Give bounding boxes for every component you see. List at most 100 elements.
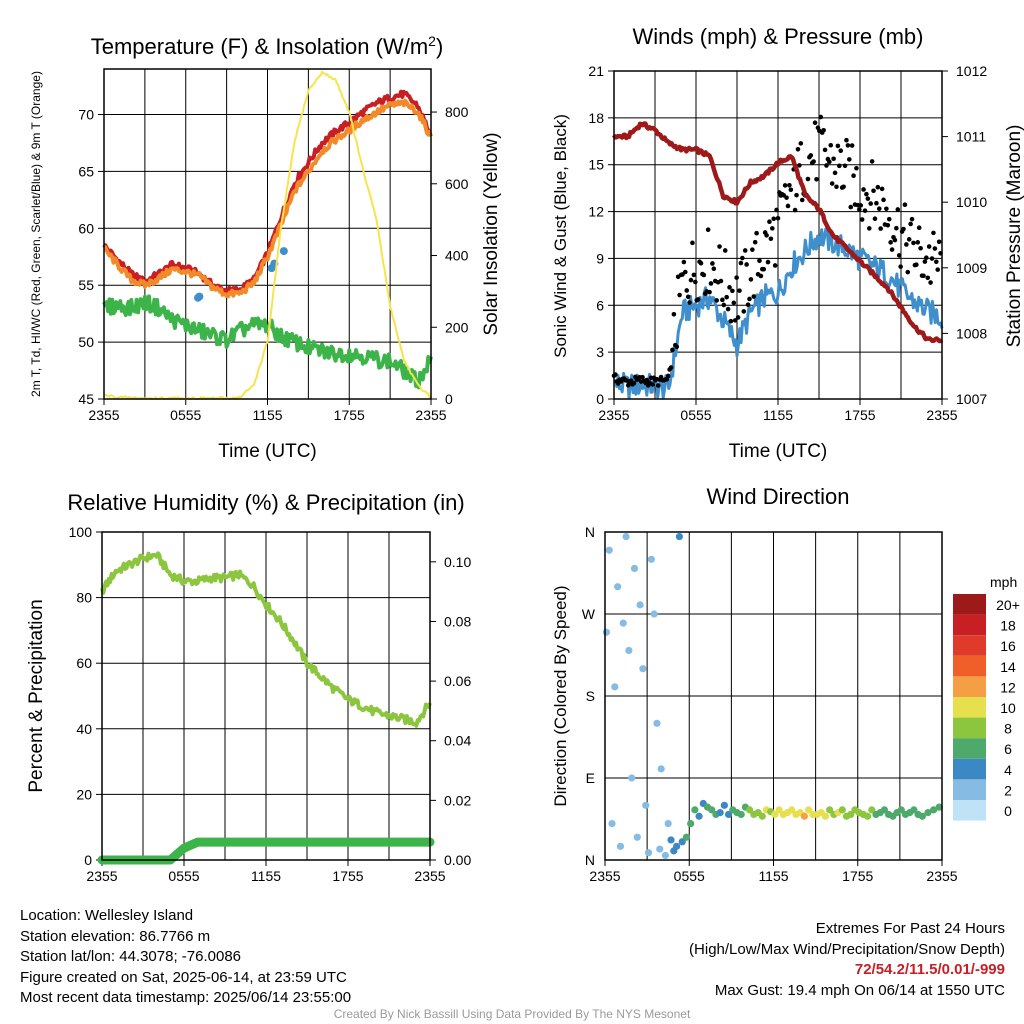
y-right-tick-label: 0.00 xyxy=(444,852,471,868)
extremes-fields: (High/Low/Max Wind/Precipitation/Snow De… xyxy=(689,940,1005,958)
direction-point xyxy=(614,583,622,591)
direction-tick-label: W xyxy=(582,606,596,622)
y-right-tick-label: 1011 xyxy=(956,129,986,145)
wind-gust-point xyxy=(774,207,779,213)
y-tick-label: 15 xyxy=(588,157,604,173)
wind-gust-point xyxy=(735,315,741,320)
legend-swatch xyxy=(953,758,986,780)
y-tick-label: 9 xyxy=(596,250,604,266)
wind-gust-point xyxy=(902,202,908,207)
wind-gust-point xyxy=(879,186,885,192)
legend-swatch xyxy=(953,635,986,656)
wind-gust-point xyxy=(764,233,769,238)
wind-gust-point xyxy=(728,318,734,324)
direction-point xyxy=(682,833,691,841)
direction-point xyxy=(838,806,846,814)
direction-point xyxy=(918,812,926,820)
wind-gust-point xyxy=(792,207,798,213)
direction-tick-label: N xyxy=(585,852,595,868)
direction-point xyxy=(863,812,872,820)
y-right-axis-label: Station Pressure (Maroon) xyxy=(1004,125,1024,348)
wind-gust-point xyxy=(869,159,875,164)
pressure-line xyxy=(612,121,944,344)
direction-tick-label: N xyxy=(585,524,595,540)
wind-gust-point xyxy=(889,247,895,252)
y-right-tick-label: 0.02 xyxy=(444,792,471,808)
direction-point xyxy=(675,532,684,541)
heat-index-point xyxy=(195,292,204,301)
wind-gust-point xyxy=(831,156,836,162)
credit-footer: Created By Nick Bassill Using Data Provi… xyxy=(333,1007,691,1021)
wind-gust-point xyxy=(884,206,889,212)
wind-gust-point xyxy=(785,203,791,209)
direction-point xyxy=(653,719,661,727)
wind-gust-point xyxy=(685,294,691,300)
wind-gust-point xyxy=(769,226,775,231)
wind-direction-title: Wind Direction xyxy=(706,484,849,509)
station-info: Location: Wellesley Island Station eleva… xyxy=(20,906,351,1009)
wind-gust-point xyxy=(888,240,893,245)
wind-gust-point xyxy=(805,176,811,182)
y-tick-label: 55 xyxy=(78,277,94,293)
direction-point xyxy=(826,806,834,814)
wind-gust-point xyxy=(725,306,731,312)
legend-swatch xyxy=(953,800,986,821)
wind-gust-point xyxy=(782,183,788,188)
legend-label: 12 xyxy=(1000,679,1016,695)
extremes-info: Extremes For Past 24 Hours (High/Low/Max… xyxy=(689,919,1005,1001)
humidity-panel: Relative Humidity (%) & Precipitation (i… xyxy=(26,490,471,884)
direction-point xyxy=(678,838,686,846)
humidity-title: Relative Humidity (%) & Precipitation (i… xyxy=(67,490,464,515)
legend-swatch xyxy=(953,594,986,615)
legend-label: 10 xyxy=(1000,700,1016,716)
wind-gust-point xyxy=(818,114,824,120)
wind-gust-point xyxy=(915,240,921,245)
wind-gust-point xyxy=(775,215,781,221)
direction-point xyxy=(633,833,641,841)
y-right-tick-label: 1009 xyxy=(956,260,987,276)
direction-tick-label: S xyxy=(586,688,595,704)
y-tick-label: 50 xyxy=(78,334,94,350)
direction-point xyxy=(897,806,905,814)
wind-gust-point xyxy=(936,239,942,245)
wind-gust-point xyxy=(671,312,677,317)
wind-gust-point xyxy=(909,216,915,222)
wind-gust-point xyxy=(655,383,661,388)
wind-gust-point xyxy=(933,259,939,265)
recent-data-text: Most recent data timestamp: 2025/06/14 2… xyxy=(20,989,352,1006)
wind-gust-point xyxy=(670,347,675,353)
direction-point xyxy=(800,812,808,820)
legend-label: 6 xyxy=(1004,741,1012,757)
created-text: Figure created on Sat, 2025-06-14, at 23… xyxy=(20,968,347,986)
wind-gust-point xyxy=(707,289,712,295)
wind-gust-point xyxy=(837,163,842,169)
wind-gust-point xyxy=(691,272,697,278)
temp_9m-line xyxy=(102,98,433,299)
x-tick-label: 2355 xyxy=(414,868,445,884)
wind-gust-point xyxy=(695,297,701,302)
wind-gust-point xyxy=(767,219,772,225)
wind-gust-point xyxy=(717,244,722,249)
wind-gust-point xyxy=(921,273,926,279)
location-text: Location: Wellesley Island xyxy=(20,907,194,924)
wind-gust-point xyxy=(799,197,805,203)
x-tick-label: 1755 xyxy=(844,407,875,423)
x-tick-label: 0555 xyxy=(680,407,711,423)
wind-gust-point xyxy=(822,147,828,153)
wind-gust-point xyxy=(814,176,819,182)
wind-gust-point xyxy=(872,216,878,222)
extremes-title: Extremes For Past 24 Hours xyxy=(815,920,1005,937)
wind-gust-point xyxy=(701,272,707,278)
direction-point xyxy=(716,809,724,817)
x-tick-label: 1755 xyxy=(332,868,363,884)
wind-gust-point xyxy=(721,302,727,308)
wind-gust-point xyxy=(854,165,859,171)
wind-gust-point xyxy=(683,269,688,275)
direction-point xyxy=(602,628,611,636)
wind-gust-point xyxy=(745,302,751,307)
wind-gust-point xyxy=(740,255,745,261)
wind-gust-point xyxy=(878,226,883,231)
legend-label: 2 xyxy=(1004,782,1012,798)
wind-gust-point xyxy=(747,296,752,302)
x-tick-label: 1155 xyxy=(252,407,282,423)
